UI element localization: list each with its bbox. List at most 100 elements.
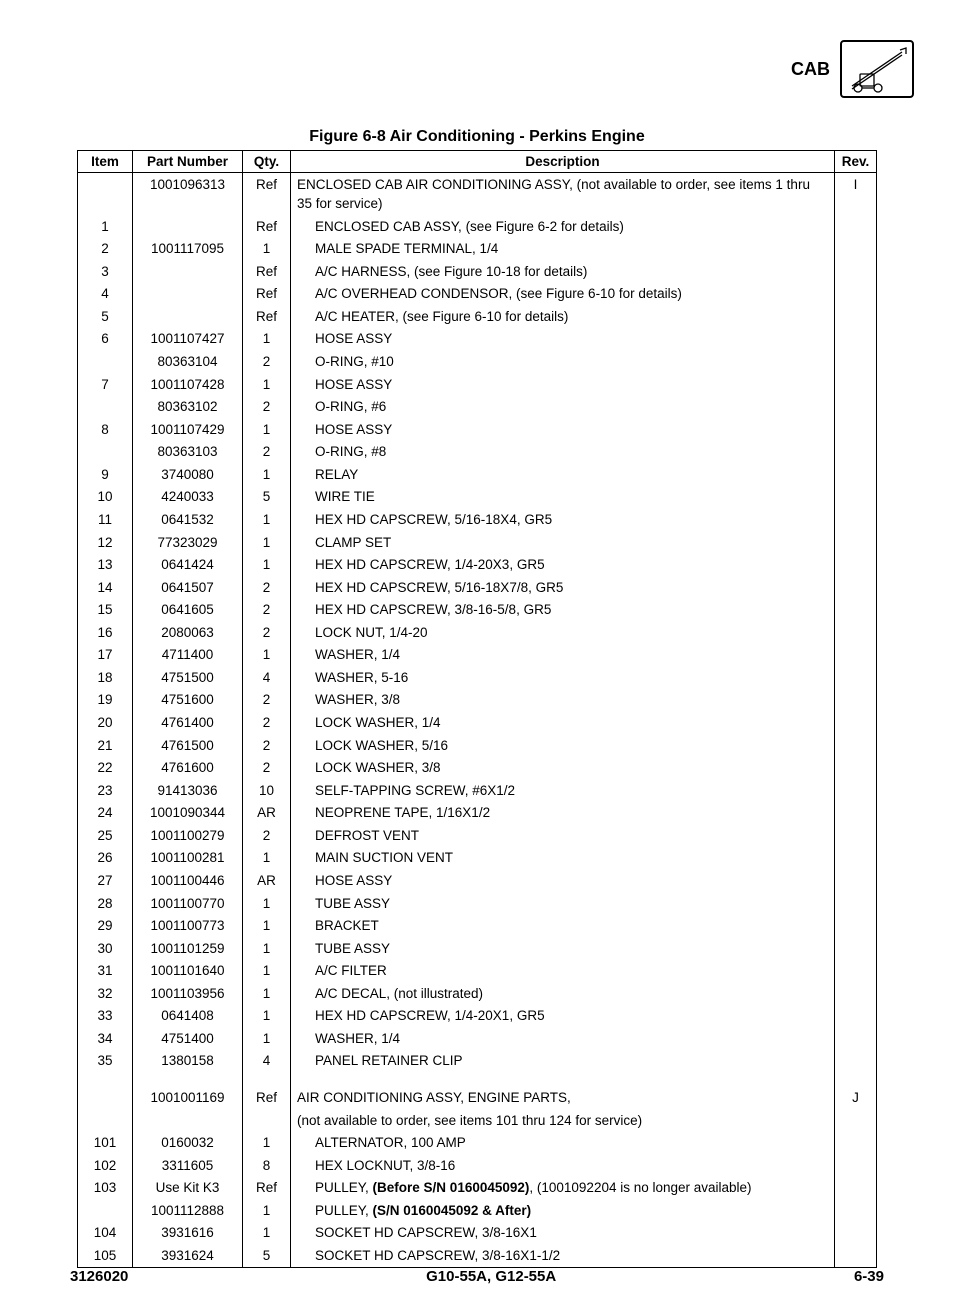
table-row: 241001090344ARNEOPRENE TAPE, 1/16X1/2 (78, 802, 877, 825)
cell-item: 27 (78, 869, 133, 892)
cell-rev (835, 1222, 877, 1245)
table-row: 3210011039561A/C DECAL, (not illustrated… (78, 982, 877, 1005)
table-row: 1620800632LOCK NUT, 1/4-20 (78, 621, 877, 644)
cell-item (78, 1087, 133, 1110)
table-row: 1001001169RefAIR CONDITIONING ASSY, ENGI… (78, 1087, 877, 1110)
cell-qty: 1 (243, 644, 291, 667)
cell-part: 0160032 (133, 1132, 243, 1155)
cell-desc: HEX HD CAPSCREW, 1/4-20X3, GR5 (291, 554, 835, 577)
table-row: 2910011007731BRACKET (78, 915, 877, 938)
cell-rev (835, 892, 877, 915)
table-row: 2247616002LOCK WASHER, 3/8 (78, 757, 877, 780)
cell-rev (835, 937, 877, 960)
cell-qty: 8 (243, 1154, 291, 1177)
table-row: 10439316161SOCKET HD CAPSCREW, 3/8-16X1 (78, 1222, 877, 1245)
cell-rev (835, 463, 877, 486)
cell-desc: ALTERNATOR, 100 AMP (291, 1132, 835, 1155)
cell-desc: SOCKET HD CAPSCREW, 3/8-16X1-1/2 (291, 1244, 835, 1267)
cell-qty: Ref (243, 283, 291, 306)
cell-part: 77323029 (133, 531, 243, 554)
cell-rev (835, 915, 877, 938)
cell-part (133, 283, 243, 306)
cell-rev (835, 283, 877, 306)
cell-rev (835, 824, 877, 847)
table-header-row: Item Part Number Qty. Description Rev. (78, 151, 877, 173)
cell-item: 32 (78, 982, 133, 1005)
cell-rev (835, 328, 877, 351)
cell-rev (835, 508, 877, 531)
cell-rev (835, 847, 877, 870)
cell-desc: HOSE ASSY (291, 869, 835, 892)
cell-item: 26 (78, 847, 133, 870)
table-row: 239141303610SELF-TAPPING SCREW, #6X1/2 (78, 779, 877, 802)
cell-rev (835, 982, 877, 1005)
cell-part: 1001107427 (133, 328, 243, 351)
cell-item: 5 (78, 305, 133, 328)
table-row: 810011074291HOSE ASSY (78, 418, 877, 441)
cell-desc: SELF-TAPPING SCREW, #6X1/2 (291, 779, 835, 802)
cell-rev (835, 869, 877, 892)
figure-caption: Figure 6-8 Air Conditioning - Perkins En… (30, 128, 924, 146)
cell-part: 1001100279 (133, 824, 243, 847)
cell-rev (835, 238, 877, 261)
cell-rev: I (835, 173, 877, 216)
cell-qty: 2 (243, 824, 291, 847)
cell-rev (835, 802, 877, 825)
cell-qty: 1 (243, 238, 291, 261)
table-row: 1406415072HEX HD CAPSCREW, 5/16-18X7/8, … (78, 576, 877, 599)
table-row: 1001096313RefENCLOSED CAB AIR CONDITIONI… (78, 173, 877, 216)
cell-desc: HEX HD CAPSCREW, 3/8-16-5/8, GR5 (291, 599, 835, 622)
cell-item: 23 (78, 779, 133, 802)
cell-part: 3931624 (133, 1244, 243, 1267)
cell-part: 0641507 (133, 576, 243, 599)
cell-desc: O-RING, #8 (291, 441, 835, 464)
cell-desc: SOCKET HD CAPSCREW, 3/8-16X1 (291, 1222, 835, 1245)
cell-rev (835, 305, 877, 328)
cell-part: 1001100773 (133, 915, 243, 938)
cell-desc: PULLEY, (Before S/N 0160045092), (100109… (291, 1177, 835, 1200)
cell-rev (835, 779, 877, 802)
cell-item (78, 351, 133, 374)
cell-part: 4761600 (133, 757, 243, 780)
cell-desc: O-RING, #10 (291, 351, 835, 374)
cell-desc: A/C HARNESS, (see Figure 10-18 for detai… (291, 260, 835, 283)
cell-desc: PULLEY, (S/N 0160045092 & After) (291, 1199, 835, 1222)
table-row: 803631022O-RING, #6 (78, 396, 877, 419)
cell-part (133, 215, 243, 238)
cell-part: Use Kit K3 (133, 1177, 243, 1200)
cell-part: 80363104 (133, 351, 243, 374)
cell-desc: WASHER, 3/8 (291, 689, 835, 712)
cell-rev (835, 215, 877, 238)
cell-item: 105 (78, 1244, 133, 1267)
cell-part: 4751600 (133, 689, 243, 712)
table-row: 1847515004WASHER, 5-16 (78, 666, 877, 689)
table-row: 610011074271HOSE ASSY (78, 328, 877, 351)
cell-qty: 1 (243, 847, 291, 870)
col-header-item: Item (78, 151, 133, 173)
cell-rev (835, 554, 877, 577)
cell-item: 16 (78, 621, 133, 644)
cell-item: 35 (78, 1050, 133, 1073)
cell-desc: LOCK WASHER, 1/4 (291, 712, 835, 735)
cell-qty: Ref (243, 1177, 291, 1200)
cell-rev (835, 1005, 877, 1028)
cell-part: 4240033 (133, 486, 243, 509)
cell-item: 102 (78, 1154, 133, 1177)
table-row: 2047614002LOCK WASHER, 1/4 (78, 712, 877, 735)
cell-part: 4751500 (133, 666, 243, 689)
cell-part: 4761400 (133, 712, 243, 735)
cell-part: 1001112888 (133, 1199, 243, 1222)
cell-qty: 2 (243, 441, 291, 464)
cell-part: 0641532 (133, 508, 243, 531)
cell-part: 3311605 (133, 1154, 243, 1177)
cell-rev (835, 666, 877, 689)
cell-part: 1001101259 (133, 937, 243, 960)
cell-desc: PANEL RETAINER CLIP (291, 1050, 835, 1073)
cell-qty: Ref (243, 305, 291, 328)
cell-item: 11 (78, 508, 133, 531)
table-row: 803631032O-RING, #8 (78, 441, 877, 464)
table-row: 2510011002792DEFROST VENT (78, 824, 877, 847)
table-row: 3110011016401A/C FILTER (78, 960, 877, 983)
table-row: 3RefA/C HARNESS, (see Figure 10-18 for d… (78, 260, 877, 283)
cell-item: 21 (78, 734, 133, 757)
